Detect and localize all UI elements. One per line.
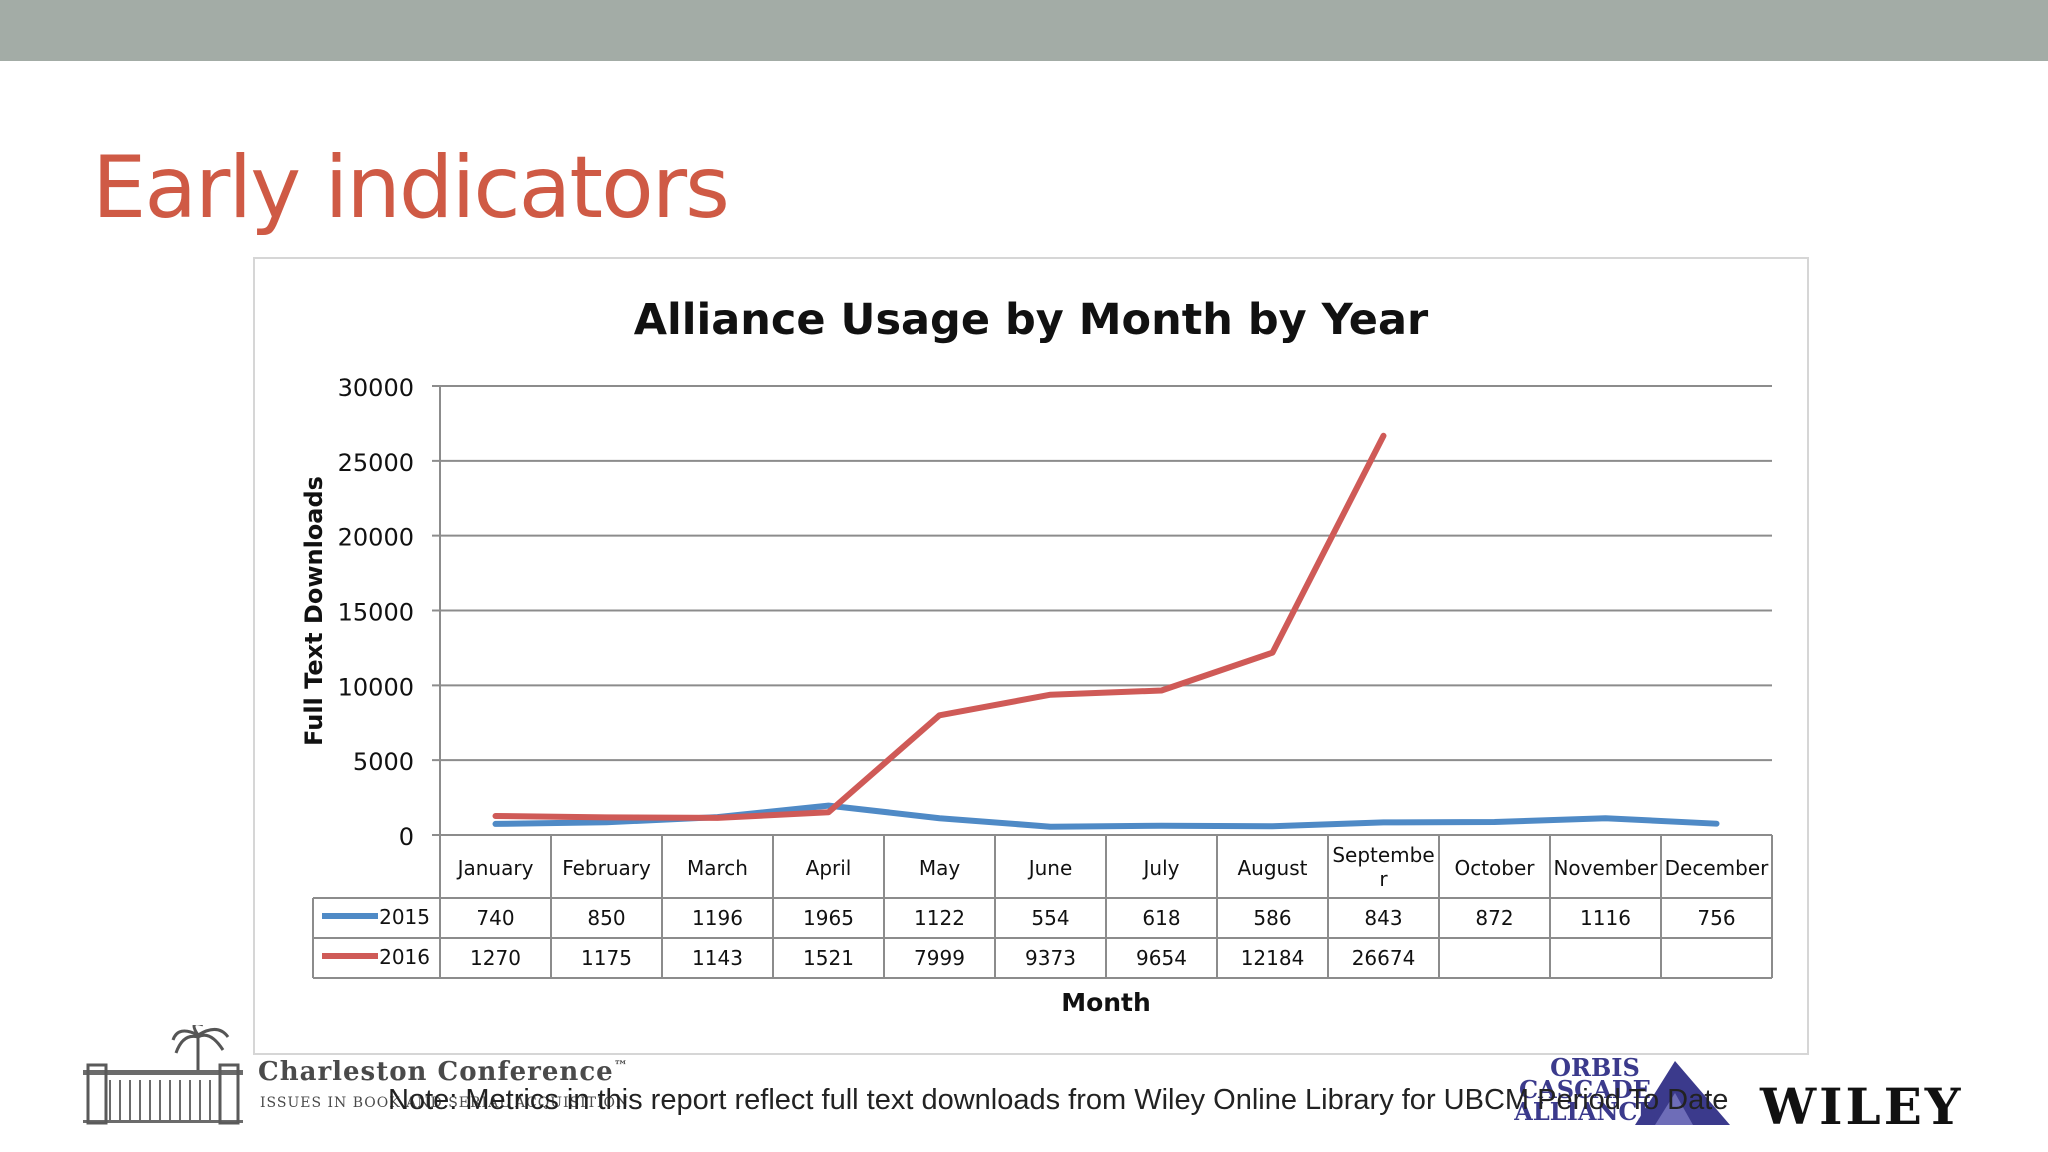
data-label: 1122 <box>914 906 965 930</box>
mountain-icon <box>1635 1061 1730 1125</box>
charleston-tagline: ISSUES IN BOOK AND SERIAL ACQUISITION <box>260 1095 630 1111</box>
x-tick-label: Septembe r <box>1332 843 1434 891</box>
data-label: 1965 <box>803 906 854 930</box>
y-tick-label: 10000 <box>338 673 414 701</box>
x-tick-label: November <box>1553 856 1658 880</box>
series-line-2016 <box>492 432 1387 821</box>
data-label: 843 <box>1364 906 1402 930</box>
data-label: 740 <box>476 906 514 930</box>
x-tick-label: December <box>1665 856 1769 880</box>
x-tick-label: February <box>562 856 651 880</box>
data-label: 618 <box>1142 906 1180 930</box>
x-tick-label: January <box>456 856 534 880</box>
x-tick-label: August <box>1238 856 1308 880</box>
y-tick-label: 25000 <box>338 449 414 477</box>
data-label: 850 <box>587 906 625 930</box>
wiley-logo: WILEY <box>1760 1077 1964 1136</box>
header-band <box>0 0 2048 61</box>
data-label: 12184 <box>1241 946 1305 970</box>
data-label: 26674 <box>1352 946 1416 970</box>
charleston-tm: ™ <box>613 1058 629 1075</box>
data-label: 1521 <box>803 946 854 970</box>
x-tick-label: July <box>1142 856 1180 880</box>
footer-note: Note: Metrics in this report reflect ful… <box>388 1084 1729 1116</box>
data-label: 586 <box>1253 906 1291 930</box>
gate-icon <box>83 1025 243 1125</box>
chart-title: Alliance Usage by Month by Year <box>634 295 1429 345</box>
data-label: 9654 <box>1136 946 1187 970</box>
charleston-conference-logo: Charleston Conference™ ISSUES IN BOOK AN… <box>78 1025 678 1125</box>
x-axis-label: Month <box>1061 988 1151 1017</box>
orbis-cascade-logo: ORBIS CASCADE ALLIANCE <box>1495 1055 1735 1130</box>
data-label: 1270 <box>470 946 521 970</box>
y-tick-label: 15000 <box>338 599 414 627</box>
slide-title: Early indicators <box>92 138 730 238</box>
data-label: 9373 <box>1025 946 1076 970</box>
orbis-line-2: CASCADE <box>1519 1075 1651 1104</box>
y-tick-label: 0 <box>399 823 414 851</box>
y-tick-label: 5000 <box>353 748 414 776</box>
x-tick-label: May <box>919 856 961 880</box>
data-label: 756 <box>1697 906 1735 930</box>
legend-label-2015: 2015 <box>379 905 430 929</box>
x-tick-label: March <box>687 856 748 880</box>
charleston-name: Charleston Conference <box>258 1057 614 1087</box>
x-tick-label: October <box>1454 856 1535 880</box>
orbis-line-1: ORBIS <box>1550 1053 1640 1082</box>
data-label: 554 <box>1031 906 1069 930</box>
x-tick-label: June <box>1027 856 1073 880</box>
data-label: 1175 <box>581 946 632 970</box>
y-tick-label: 30000 <box>338 374 414 402</box>
data-label: 1196 <box>692 906 743 930</box>
data-label: 1143 <box>692 946 743 970</box>
data-label: 7999 <box>914 946 965 970</box>
y-tick-label: 20000 <box>338 524 414 552</box>
data-label: 1116 <box>1580 906 1631 930</box>
y-axis-label: Full Text Downloads <box>300 476 328 746</box>
data-label: 872 <box>1475 906 1513 930</box>
orbis-line-3: ALLIANCE <box>1514 1097 1656 1126</box>
legend-label-2016: 2016 <box>379 945 430 969</box>
x-tick-label: April <box>806 856 852 880</box>
